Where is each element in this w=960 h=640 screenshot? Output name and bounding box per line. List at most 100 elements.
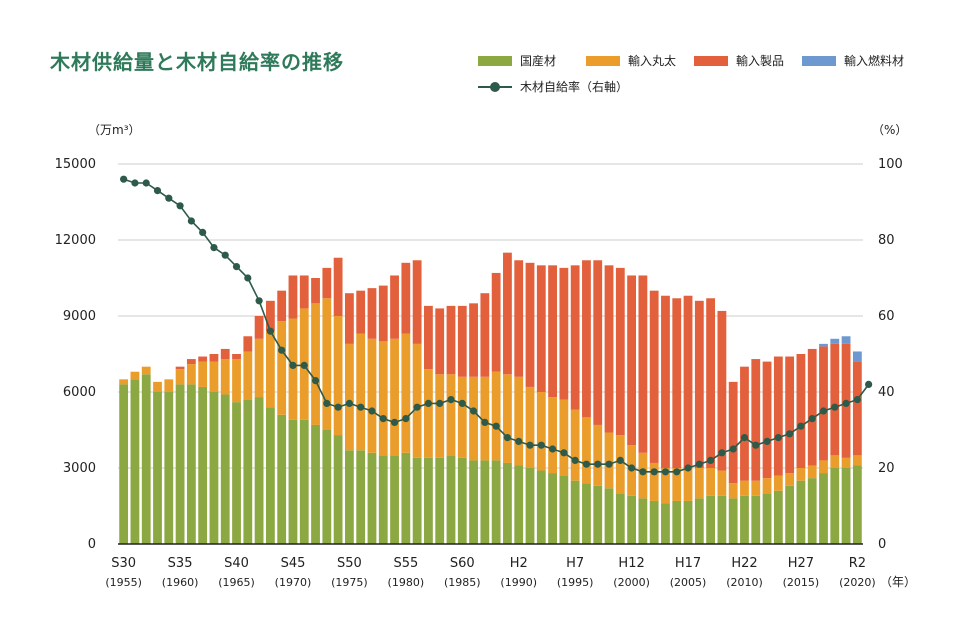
bar-import-product xyxy=(333,257,343,316)
rate-point xyxy=(763,437,771,445)
x-tick-label-year: (1985) xyxy=(444,576,481,589)
bar-import-log xyxy=(661,468,670,504)
rate-point xyxy=(695,460,703,468)
bar-domestic xyxy=(220,394,230,544)
bar-domestic xyxy=(175,384,185,544)
bar-import-log xyxy=(773,475,783,491)
bar-domestic xyxy=(390,455,399,544)
rate-point xyxy=(232,263,241,271)
x-tick-label-era: S60 xyxy=(450,556,475,571)
bar-import-product xyxy=(525,262,535,387)
bar-import-product xyxy=(209,354,219,362)
bar-import-product xyxy=(186,359,196,365)
bar-import-log xyxy=(740,480,749,496)
rate-point xyxy=(390,418,399,426)
y-left-unit-label: （万m³） xyxy=(88,123,141,137)
legend: 国産材 輸入丸太 輸入製品 輸入燃料材 木材自給率（右軸） xyxy=(478,52,938,102)
x-tick-label-year: (1975) xyxy=(331,576,368,589)
bar-import-product xyxy=(435,308,445,375)
bar-import-log xyxy=(232,359,241,403)
rate-point xyxy=(458,399,466,407)
legend-label-domestic: 国産材 xyxy=(520,54,557,68)
rate-point xyxy=(526,441,534,449)
bar-import-product xyxy=(615,267,625,436)
bar-import-product xyxy=(819,346,828,461)
bar-import-product xyxy=(175,366,185,370)
bar-import-log xyxy=(683,468,693,501)
bar-domestic xyxy=(638,498,648,544)
bar-import-log xyxy=(288,318,298,420)
bar-domestic xyxy=(299,419,309,544)
legend-label-import-product: 輸入製品 xyxy=(736,54,785,68)
bar-import-log xyxy=(706,468,716,496)
x-tick-label-year: (2020) xyxy=(839,576,876,589)
bar-domestic xyxy=(672,500,682,544)
bar-import-log xyxy=(604,432,614,489)
bar-import-log xyxy=(525,386,535,468)
legend-swatch-import-fuel xyxy=(802,55,836,66)
bar-import-log xyxy=(514,376,524,466)
rate-point xyxy=(413,403,421,411)
bar-import-log xyxy=(119,379,129,385)
bar-import-log xyxy=(130,371,140,380)
bar-import-fuel xyxy=(819,343,828,347)
bar-domestic xyxy=(277,414,287,544)
bar-import-log xyxy=(367,338,377,453)
bar-domestic xyxy=(807,478,817,544)
bar-import-log xyxy=(153,381,162,392)
bar-import-product xyxy=(661,295,670,468)
bar-domestic xyxy=(164,392,174,544)
bar-import-log xyxy=(469,376,478,461)
bar-domestic xyxy=(344,450,354,544)
bar-import-product xyxy=(593,260,603,425)
bar-import-log xyxy=(852,455,862,466)
rate-point xyxy=(537,441,545,449)
bar-import-log xyxy=(435,374,445,458)
rate-point xyxy=(650,468,658,476)
rate-point xyxy=(176,202,184,210)
bar-import-product xyxy=(627,275,637,446)
bar-import-log xyxy=(322,298,332,430)
bar-domestic xyxy=(311,424,320,544)
bar-domestic xyxy=(424,457,433,544)
rate-point xyxy=(436,399,444,407)
bar-domestic xyxy=(785,485,795,544)
bar-import-product xyxy=(807,348,817,466)
rate-point xyxy=(120,175,128,183)
rate-point xyxy=(865,380,873,388)
x-tick-label-year: (1955) xyxy=(105,576,142,589)
bar-import-log xyxy=(796,468,806,481)
y-left-tick-label: 9000 xyxy=(63,309,96,324)
bar-import-product xyxy=(706,298,716,468)
bar-import-log xyxy=(175,369,185,385)
rate-point xyxy=(323,399,331,407)
bar-import-product xyxy=(220,348,230,360)
bar-domestic xyxy=(243,399,253,544)
rate-point xyxy=(165,194,173,202)
bar-import-product xyxy=(751,359,761,481)
bar-domestic xyxy=(412,457,422,544)
y-right-tick-label: 20 xyxy=(878,461,895,476)
bar-import-product xyxy=(503,252,512,375)
bar-import-log xyxy=(717,470,727,496)
bar-import-log xyxy=(762,478,772,494)
bar-import-log xyxy=(424,369,433,458)
bar-import-log xyxy=(311,303,320,425)
bar-import-log xyxy=(141,366,151,375)
bar-domestic xyxy=(762,493,772,544)
bar-import-log xyxy=(356,333,366,451)
bar-import-product xyxy=(412,260,422,344)
bar-import-log xyxy=(807,465,817,479)
bar-import-product xyxy=(198,356,208,362)
bar-import-product xyxy=(536,265,546,392)
bar-import-product xyxy=(728,381,738,484)
chart-title: 木材供給量と木材自給率の推移 xyxy=(50,50,344,74)
bar-import-product xyxy=(390,275,399,339)
bar-domestic xyxy=(198,386,208,544)
bar-import-product xyxy=(548,265,557,398)
x-tick-label-year: (2010) xyxy=(726,576,763,589)
rate-point xyxy=(379,415,387,423)
bar-import-log xyxy=(503,374,512,463)
bar-domestic xyxy=(683,500,693,544)
bar-import-product xyxy=(785,356,795,474)
